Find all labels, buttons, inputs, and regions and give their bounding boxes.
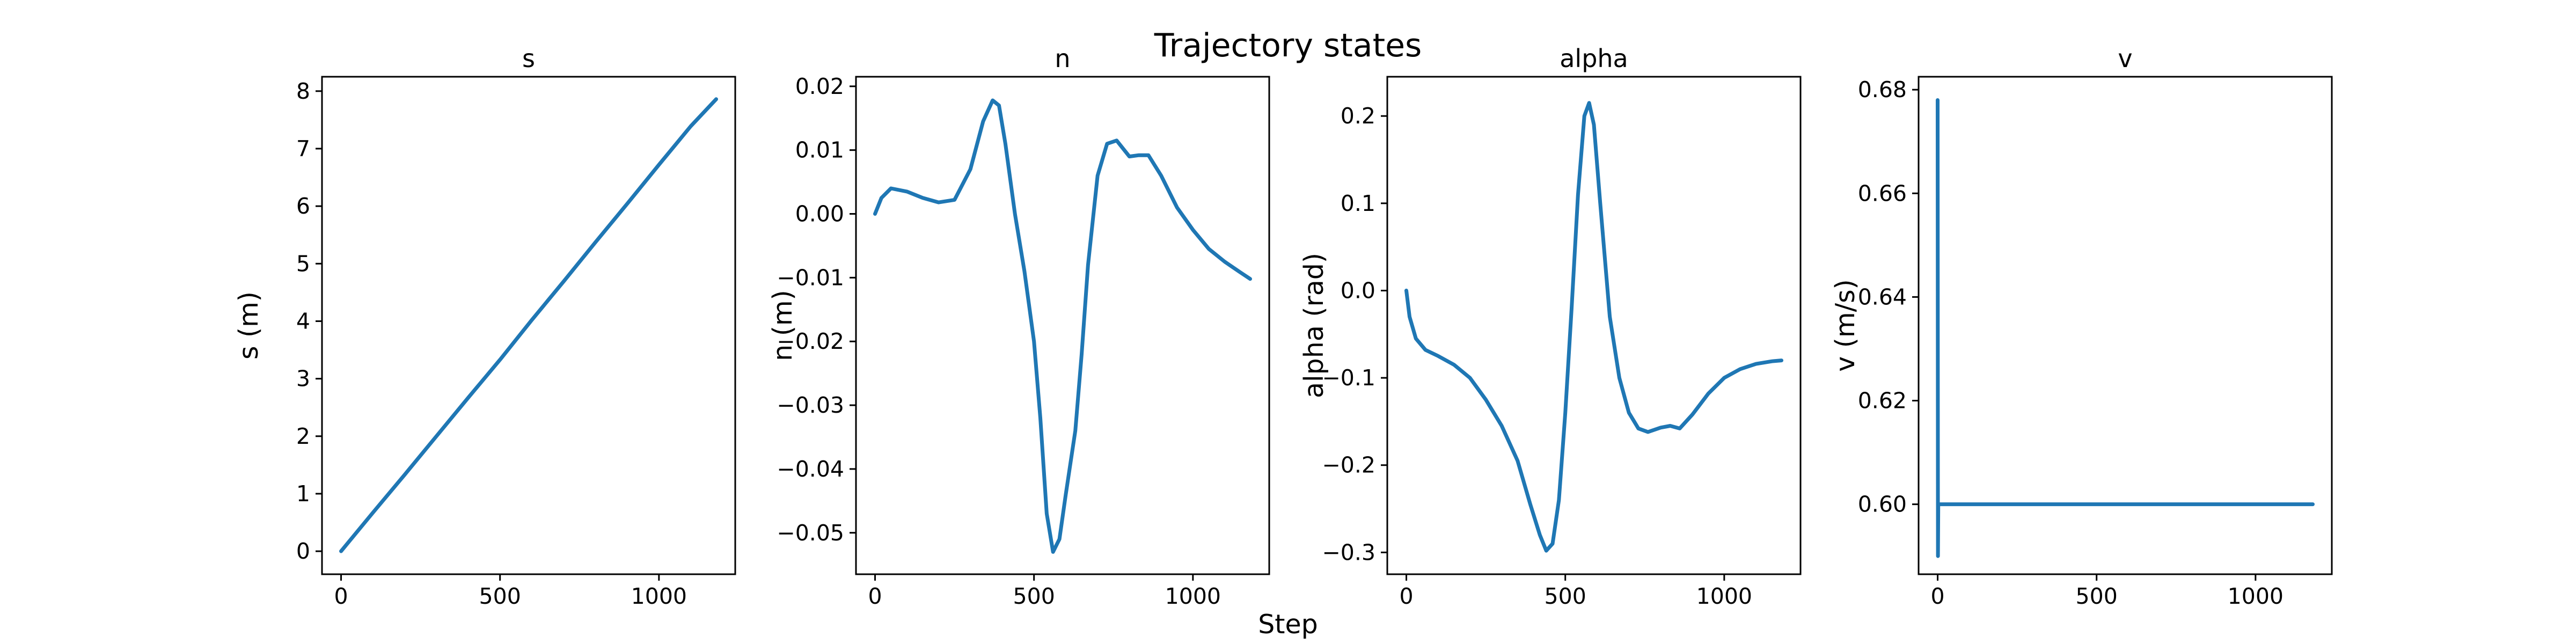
figure-title: Trajectory states [1154,27,1422,64]
series-line-n [873,98,1252,554]
y-tick-label: 0 [296,538,310,564]
y-tick-label: −0.02 [777,328,844,354]
x-tick-label: 1000 [631,583,687,609]
y-tick-label: 0.66 [1858,180,1907,206]
y-tick-label: 7 [296,136,310,162]
y-tick-label: 0.60 [1858,492,1907,517]
series-line-alpha [1404,101,1783,553]
x-tick-label: 500 [479,583,521,609]
y-tick-label: 0.02 [795,74,844,99]
y-tick-label: 1 [296,481,310,507]
y-tick-label: 0.00 [795,201,844,227]
subplot-title: s [522,44,535,73]
shared-x-axis-label: Step [1258,609,1318,640]
y-tick-label: −0.1 [1322,365,1375,391]
x-tick-label: 1000 [2228,583,2284,609]
y-tick-label: 0.64 [1858,284,1907,310]
x-tick-label: 500 [1013,583,1055,609]
y-tick-label: −0.2 [1322,452,1375,478]
series-line-v [1936,98,2315,558]
subplot-title: alpha [1560,44,1628,73]
x-tick-label: 0 [868,583,882,609]
plot-frame [855,76,1270,575]
subplot-alpha: alpha alpha (rad) 0 500 1000 0.2 0.1 0.0 −0.1 −0.… [1299,44,1802,609]
y-tick-label: −0.05 [777,520,844,546]
subplot-n: n n (m) 0 500 1000 0.02 0.01 0.00 −0.01 −0.02 −0.0… [767,44,1270,609]
series-line-s [339,97,718,553]
y-tick-label: 0.01 [795,137,844,163]
plot-frame [1386,76,1802,575]
subplots-container: s s (m) 0 500 1000 0 1 2 3 4 5 6 7 8 n n (m) 0 500 1000 0.0… [233,44,2333,609]
y-tick-label: 3 [296,366,310,392]
y-tick-label: 2 [296,423,310,449]
x-tick-label: 0 [1399,583,1413,609]
x-tick-label: 0 [334,583,348,609]
y-tick-label: 6 [296,193,310,219]
y-axis-label: s (m) [233,291,264,360]
plot-frame [321,76,736,575]
y-tick-label: 0.2 [1341,103,1375,129]
y-axis-label: alpha (rad) [1299,253,1329,398]
y-tick-label: 5 [296,251,310,276]
subplot-s: s s (m) 0 500 1000 0 1 2 3 4 5 6 7 8 [233,44,736,609]
subplot-title: v [2118,44,2132,73]
y-tick-label: 0.1 [1341,191,1375,216]
y-axis-label: v (m/s) [1830,279,1861,372]
x-tick-label: 1000 [1165,583,1221,609]
y-tick-label: 0.68 [1858,77,1907,103]
y-tick-label: −0.03 [777,392,844,418]
y-tick-label: −0.04 [777,456,844,482]
x-tick-label: 0 [1930,583,1944,609]
subplot-v: v v (m/s) 0 500 1000 0.60 0.62 0.64 0.66 0.68 [1830,44,2333,609]
y-axis-label: n (m) [767,290,798,361]
y-tick-label: −0.01 [777,265,844,290]
y-tick-label: 0.0 [1341,277,1375,303]
x-tick-label: 1000 [1696,583,1752,609]
y-tick-label: 4 [296,308,310,334]
plot-frame [1918,76,2333,575]
y-tick-label: −0.3 [1322,539,1375,565]
y-tick-label: 8 [296,78,310,104]
x-tick-label: 500 [2076,583,2118,609]
subplot-title: n [1055,44,1070,73]
y-tick-label: 0.62 [1858,388,1907,414]
x-tick-label: 500 [1545,583,1586,609]
